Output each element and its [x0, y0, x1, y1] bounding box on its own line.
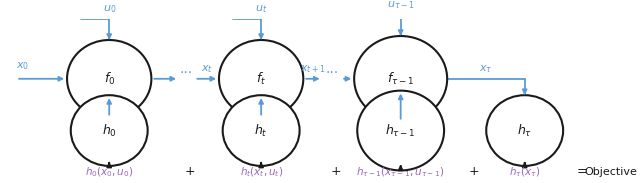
- Text: $u_0$: $u_0$: [102, 4, 116, 15]
- Ellipse shape: [71, 95, 148, 166]
- Text: $x_t$: $x_t$: [201, 63, 212, 75]
- Text: +: +: [468, 165, 479, 178]
- Text: $h_{\tau-1}(x_{\tau-1}, u_{\tau-1})$: $h_{\tau-1}(x_{\tau-1}, u_{\tau-1})$: [356, 165, 445, 179]
- Text: $f_0$: $f_0$: [104, 71, 115, 87]
- Text: $x_{t+1}$: $x_{t+1}$: [300, 63, 326, 75]
- Text: Objective: Objective: [584, 167, 637, 177]
- Text: $h_\tau$: $h_\tau$: [517, 122, 532, 139]
- Text: $x_0$: $x_0$: [16, 61, 29, 72]
- Text: $f_t$: $f_t$: [256, 71, 266, 87]
- Ellipse shape: [486, 95, 563, 166]
- Ellipse shape: [354, 36, 447, 122]
- Text: $h_{\tau-1}$: $h_{\tau-1}$: [385, 122, 416, 139]
- Text: $f_{\tau-1}$: $f_{\tau-1}$: [387, 71, 414, 87]
- Text: $x_\tau$: $x_\tau$: [479, 63, 493, 75]
- Text: +: +: [184, 165, 195, 178]
- Text: =: =: [577, 165, 587, 178]
- Text: +: +: [330, 165, 341, 178]
- Ellipse shape: [357, 91, 444, 170]
- Text: $h_\tau(x_\tau)$: $h_\tau(x_\tau)$: [509, 165, 540, 179]
- Text: $u_{\tau-1}$: $u_{\tau-1}$: [387, 0, 415, 11]
- Text: $u_t$: $u_t$: [255, 4, 268, 15]
- Text: ...: ...: [180, 62, 193, 76]
- Text: $h_t$: $h_t$: [254, 122, 268, 139]
- Text: ...: ...: [325, 62, 339, 76]
- Ellipse shape: [219, 40, 303, 117]
- Ellipse shape: [223, 95, 300, 166]
- Text: $h_t(x_t, u_t)$: $h_t(x_t, u_t)$: [239, 165, 283, 179]
- Text: $h_0$: $h_0$: [102, 122, 116, 139]
- Text: $h_0(x_0, u_0)$: $h_0(x_0, u_0)$: [85, 165, 134, 179]
- Ellipse shape: [67, 40, 152, 117]
